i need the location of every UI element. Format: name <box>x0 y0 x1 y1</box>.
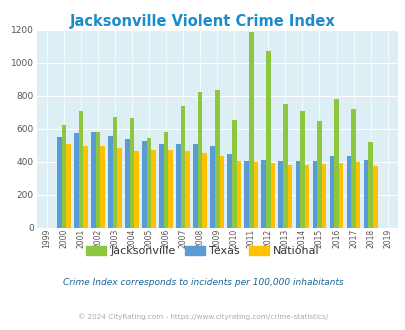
Bar <box>74 133 78 228</box>
Bar <box>62 125 66 228</box>
Bar <box>304 165 309 228</box>
Bar <box>202 153 207 228</box>
Bar <box>236 161 241 228</box>
Bar <box>227 154 231 228</box>
Bar <box>117 148 121 228</box>
Text: Jacksonville Violent Crime Index: Jacksonville Violent Crime Index <box>70 14 335 29</box>
Bar <box>146 138 151 228</box>
Bar <box>142 141 146 228</box>
Bar <box>78 111 83 228</box>
Bar <box>134 151 139 228</box>
Bar <box>346 156 350 228</box>
Bar <box>176 144 180 228</box>
Bar <box>355 162 360 228</box>
Bar <box>253 162 258 228</box>
Bar <box>100 146 104 228</box>
Bar <box>163 132 168 228</box>
Bar <box>83 146 87 228</box>
Bar <box>125 139 129 228</box>
Bar <box>159 144 163 228</box>
Bar <box>185 151 190 228</box>
Bar <box>287 165 292 228</box>
Bar <box>112 117 117 228</box>
Bar <box>265 51 270 228</box>
Legend: Jacksonville, Texas, National: Jacksonville, Texas, National <box>81 242 324 261</box>
Text: © 2024 CityRating.com - https://www.cityrating.com/crime-statistics/: © 2024 CityRating.com - https://www.city… <box>78 314 327 320</box>
Bar <box>338 163 343 228</box>
Bar <box>278 161 282 228</box>
Bar <box>363 160 367 228</box>
Bar <box>66 144 70 228</box>
Bar <box>91 132 95 228</box>
Bar <box>333 99 338 228</box>
Bar <box>210 146 214 228</box>
Bar <box>168 150 173 228</box>
Bar <box>312 161 316 228</box>
Bar <box>197 92 202 228</box>
Bar <box>180 107 185 228</box>
Text: Crime Index corresponds to incidents per 100,000 inhabitants: Crime Index corresponds to incidents per… <box>62 278 343 287</box>
Bar <box>299 111 304 228</box>
Bar <box>329 156 333 228</box>
Bar <box>214 90 219 228</box>
Bar <box>231 120 236 228</box>
Bar <box>316 121 321 228</box>
Bar <box>270 163 275 228</box>
Bar <box>372 166 377 228</box>
Bar <box>295 161 299 228</box>
Bar <box>151 150 156 228</box>
Bar <box>193 144 197 228</box>
Bar <box>248 32 253 228</box>
Bar <box>57 137 62 228</box>
Bar <box>282 104 287 228</box>
Bar <box>350 109 355 228</box>
Bar <box>219 156 224 228</box>
Bar <box>261 160 265 228</box>
Bar <box>367 142 372 228</box>
Bar <box>244 161 248 228</box>
Bar <box>129 118 134 228</box>
Bar <box>95 132 100 228</box>
Bar <box>108 136 112 228</box>
Bar <box>321 164 326 228</box>
